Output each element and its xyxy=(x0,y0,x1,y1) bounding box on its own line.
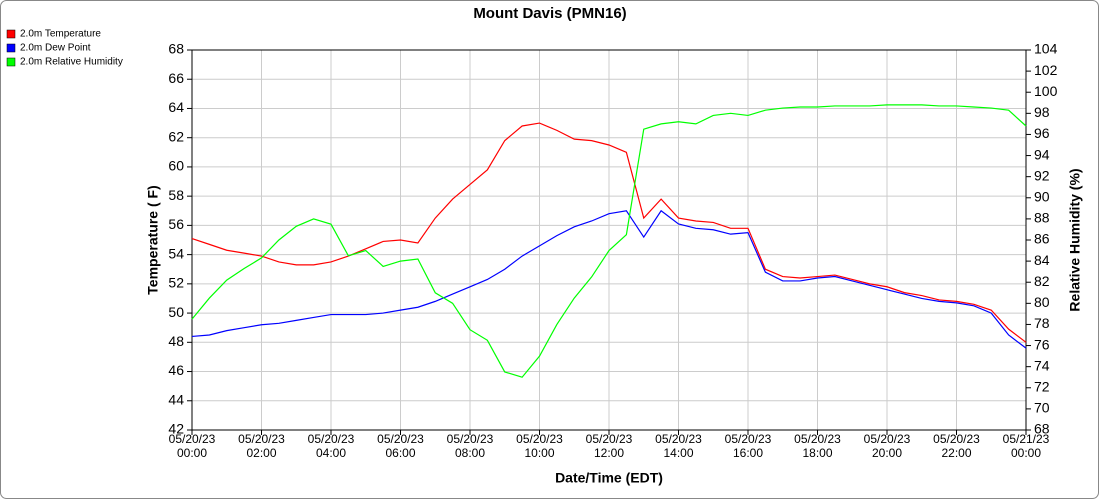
x-tick-label: 05/20/23 00:00 xyxy=(168,432,216,460)
y-tick-label: 60 xyxy=(168,158,184,174)
x-tick-label: 05/21/23 00:00 xyxy=(1002,432,1050,460)
legend-label: 2.0m Relative Humidity xyxy=(20,57,123,68)
x-tick-label: 05/20/23 06:00 xyxy=(377,432,424,460)
y2-tick-label: 100 xyxy=(1034,83,1058,99)
y-tick-label: 58 xyxy=(168,187,184,203)
y2-tick-label: 92 xyxy=(1034,167,1050,183)
y2-tick-label: 82 xyxy=(1034,273,1050,289)
x-tick-label: 05/20/23 16:00 xyxy=(724,432,772,460)
y-tick-label: 46 xyxy=(168,362,184,378)
x-tick-label: 05/20/23 02:00 xyxy=(238,432,285,460)
y2-tick-label: 90 xyxy=(1034,188,1050,204)
x-tick-label: 05/20/23 14:00 xyxy=(655,432,702,460)
legend-swatch xyxy=(6,57,16,67)
y-tick-label: 50 xyxy=(168,304,184,320)
y2-tick-label: 68 xyxy=(1034,421,1050,437)
legend-label: 2.0m Temperature xyxy=(20,29,101,40)
y-tick-label: 42 xyxy=(168,421,184,437)
x-tick-label: 05/20/23 08:00 xyxy=(446,432,494,460)
y2-tick-label: 102 xyxy=(1034,62,1058,78)
legend-swatch xyxy=(6,29,16,39)
y-tick-label: 64 xyxy=(168,99,184,115)
x-tick-label: 05/20/23 20:00 xyxy=(863,432,911,460)
x-tick-label: 05/20/23 12:00 xyxy=(585,432,633,460)
x-axis-label: Date/Time (EDT) xyxy=(555,470,663,486)
y2-tick-label: 84 xyxy=(1034,252,1050,268)
y-tick-label: 54 xyxy=(168,245,184,261)
y2-tick-label: 104 xyxy=(1034,41,1058,57)
y-tick-label: 52 xyxy=(168,275,184,291)
y2-tick-label: 98 xyxy=(1034,104,1050,120)
y-tick-label: 56 xyxy=(168,216,184,232)
plot-border xyxy=(191,49,1027,431)
y-tick-label: 68 xyxy=(168,41,184,57)
data-line xyxy=(191,104,1027,378)
legend-label: 2.0m Dew Point xyxy=(20,43,91,54)
x-tick-label: 05/20/23 18:00 xyxy=(794,432,841,460)
y2-tick-label: 70 xyxy=(1034,400,1050,416)
data-line xyxy=(191,122,1027,343)
y2-tick-label: 96 xyxy=(1034,125,1050,141)
data-line xyxy=(191,209,1027,349)
y2-axis-label: Relative Humidity (%) xyxy=(1067,168,1083,311)
y2-tick-label: 88 xyxy=(1034,210,1050,226)
y-axis-label: Temperature ( F) xyxy=(145,185,161,294)
y2-tick-label: 74 xyxy=(1034,357,1050,373)
y-tick-label: 62 xyxy=(168,128,184,144)
y2-tick-label: 86 xyxy=(1034,231,1050,247)
x-tick-label: 05/20/23 10:00 xyxy=(516,432,563,460)
x-tick-label: 05/20/23 22:00 xyxy=(933,432,980,460)
legend-swatch xyxy=(6,43,16,53)
y-tick-label: 44 xyxy=(168,391,184,407)
y2-tick-label: 80 xyxy=(1034,294,1050,310)
x-tick-label: 05/20/23 04:00 xyxy=(307,432,355,460)
y2-tick-label: 76 xyxy=(1034,336,1050,352)
chart-title: Mount Davis (PMN16) xyxy=(473,5,626,22)
y2-tick-label: 72 xyxy=(1034,378,1050,394)
y2-tick-label: 94 xyxy=(1034,146,1050,162)
y-tick-label: 66 xyxy=(168,70,184,86)
y-tick-label: 48 xyxy=(168,333,184,349)
y2-tick-label: 78 xyxy=(1034,315,1050,331)
